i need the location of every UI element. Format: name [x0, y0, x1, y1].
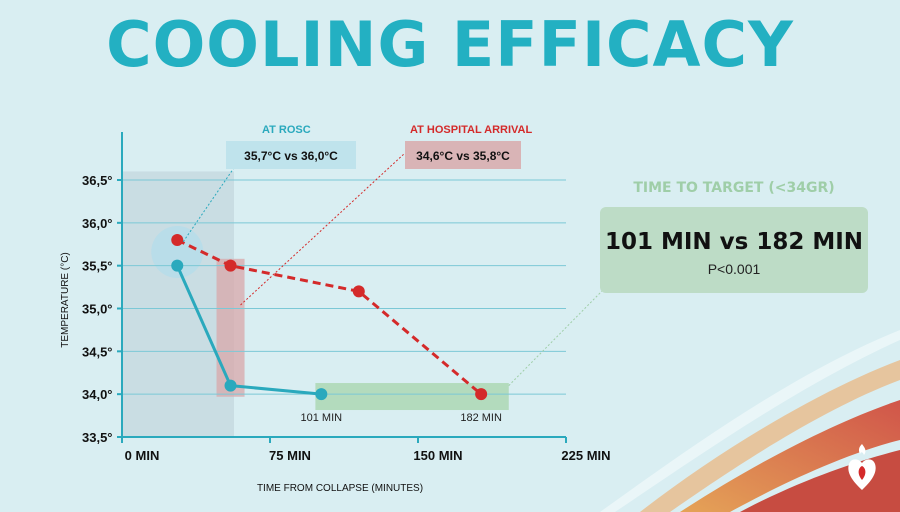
data-point-control	[171, 233, 184, 246]
y-tick-label: 33,5°	[82, 430, 113, 445]
point-label: 101 MIN	[301, 412, 343, 424]
y-tick-label: 36,5°	[82, 173, 113, 188]
x-tick-label: 225 MIN	[561, 448, 610, 463]
y-tick-label: 34,5°	[82, 344, 113, 359]
y-axis-label: TEMPERATURE (°C)	[60, 252, 71, 347]
y-tick-label: 34,0°	[82, 387, 113, 402]
heart-torch-icon	[848, 444, 876, 490]
x-tick-label: 150 MIN	[413, 448, 462, 463]
rosc-value: 35,7°C vs 36,0°C	[244, 149, 338, 163]
x-tick-label: 0 MIN	[125, 448, 160, 463]
target-leader-line	[508, 289, 604, 386]
data-point-control	[224, 259, 237, 272]
data-point-control	[352, 285, 365, 298]
hospital-value: 34,6°C vs 35,8°C	[416, 149, 510, 163]
highlight-hospital-arrival	[216, 258, 245, 397]
shade-early-region	[122, 171, 234, 437]
rosc-leader-line	[182, 161, 239, 242]
x-axis-label: TIME FROM COLLAPSE (MINUTES)	[257, 483, 423, 494]
data-point-cooled	[224, 379, 237, 392]
data-point-control	[475, 388, 488, 401]
title: COOLING EFFICACY	[106, 8, 794, 81]
series-line-control	[176, 238, 483, 396]
y-tick-label: 35,0°	[82, 302, 113, 317]
p-value: P<0.001	[707, 261, 761, 277]
rosc-value-box	[226, 141, 356, 169]
hospital-label: AT HOSPITAL ARRIVAL	[410, 124, 533, 136]
rosc-highlight-circle	[151, 225, 204, 278]
time-to-target-label: TIME TO TARGET (<34GR)	[633, 180, 835, 196]
time-to-target-value: 101 MIN vs 182 MIN	[604, 229, 864, 255]
hospital-leader-line	[240, 152, 406, 306]
hospital-value-box	[405, 141, 521, 169]
data-point-cooled	[315, 388, 328, 401]
data-point-cooled	[171, 259, 184, 272]
y-tick-label: 35,5°	[82, 259, 113, 274]
rosc-label: AT ROSC	[262, 124, 311, 136]
y-tick-label: 36,0°	[82, 216, 113, 231]
point-label: 182 MIN	[460, 412, 502, 424]
x-tick-label: 75 MIN	[269, 448, 311, 463]
time-to-target-box: 101 MIN vs 182 MIN P<0.001	[600, 207, 868, 293]
